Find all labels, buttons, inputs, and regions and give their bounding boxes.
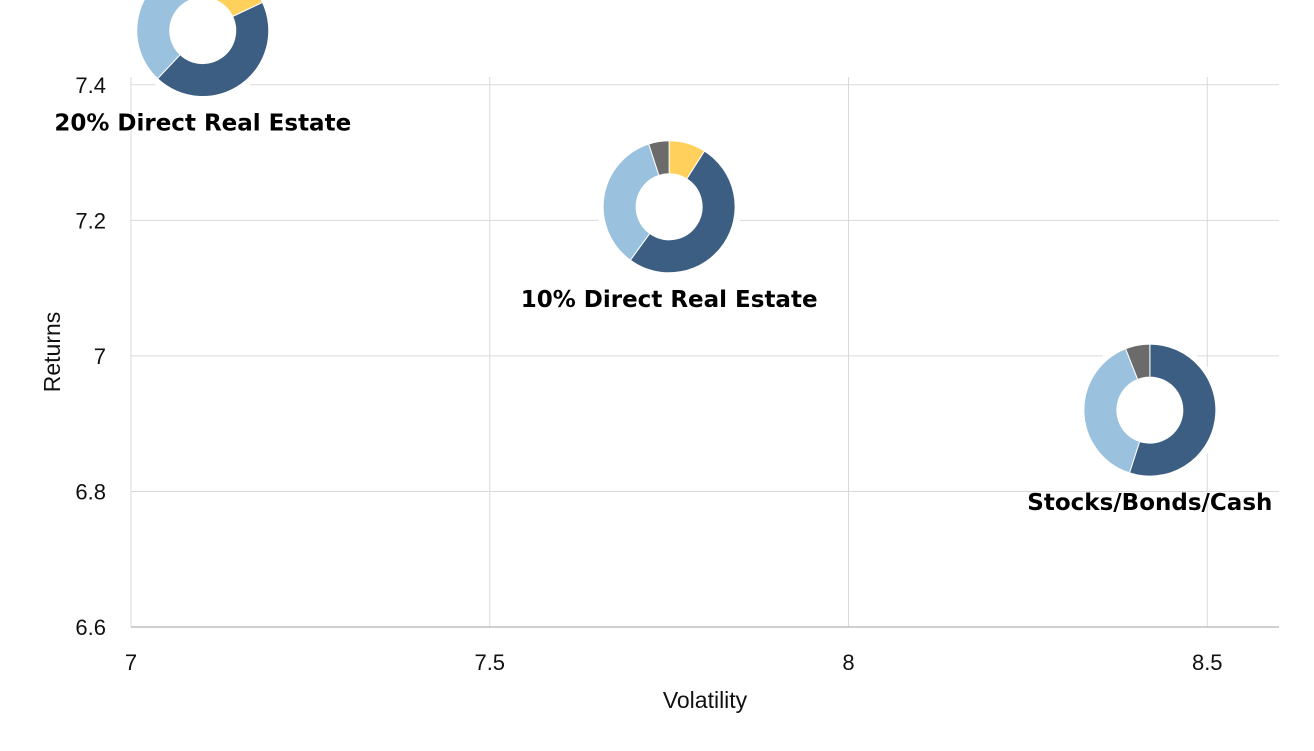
point-label: 10% Direct Real Estate xyxy=(521,287,818,313)
y-axis-title: Returns xyxy=(39,312,65,393)
x-axis-title: Volatility xyxy=(663,687,748,713)
y-tick-labels: 6.6 6.8 7 7.2 7.4 xyxy=(75,73,106,640)
point-label: 20% Direct Real Estate xyxy=(54,111,351,137)
donut-segment xyxy=(648,140,670,177)
donut-segment xyxy=(156,1,270,98)
point-donut: 10% Direct Real Estate xyxy=(521,134,818,313)
y-tick-label: 7.4 xyxy=(75,73,106,98)
donut-segment xyxy=(136,0,192,80)
donut-segment xyxy=(1083,348,1141,474)
y-tick-label: 6.6 xyxy=(75,615,106,640)
donut-segment xyxy=(602,143,660,261)
x-tick-label: 7 xyxy=(125,650,137,675)
y-tick-label: 7.2 xyxy=(75,208,106,233)
donut-segment xyxy=(629,150,736,274)
x-tick-label: 8 xyxy=(842,650,854,675)
y-tick-label: 7 xyxy=(94,344,106,369)
donut-segment xyxy=(1124,343,1151,381)
y-tick-label: 6.8 xyxy=(75,479,106,504)
point-donut: Stocks/Bonds/Cash xyxy=(1027,338,1272,516)
data-points: 20% Direct Real Estate 10% Direct Real Es… xyxy=(54,0,1272,516)
point-label: Stocks/Bonds/Cash xyxy=(1027,490,1272,516)
donut-segment xyxy=(1128,343,1217,477)
point-donut: 20% Direct Real Estate xyxy=(54,0,351,137)
x-tick-label: 7.5 xyxy=(474,650,505,675)
x-tick-label: 8.5 xyxy=(1192,650,1223,675)
x-tick-labels: 7 7.5 8 8.5 xyxy=(125,650,1223,675)
